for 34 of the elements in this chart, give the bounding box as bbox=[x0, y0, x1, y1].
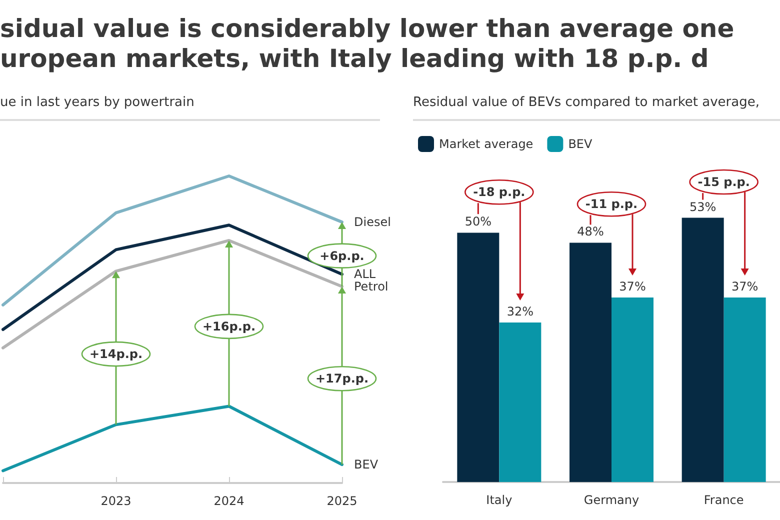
bar bbox=[570, 242, 612, 482]
bar bbox=[457, 232, 500, 482]
x-tick-label: Italy bbox=[486, 493, 512, 507]
text: -18 p.p. bbox=[473, 185, 526, 200]
annotation: +17p.p. bbox=[315, 372, 369, 386]
data-label: 37% bbox=[731, 280, 758, 294]
x-tick-label: France bbox=[704, 493, 744, 507]
bar bbox=[724, 298, 766, 482]
chart-title: sidual value is considerably lower than average one uropean markets, with Italy leading with 18 p.p. d bbox=[0, 14, 736, 74]
data-label: 32% bbox=[506, 304, 534, 318]
data-label: 48% bbox=[577, 224, 604, 239]
x-tick-label: 2023 bbox=[100, 494, 132, 508]
bar bbox=[499, 322, 542, 482]
data-label: 53% bbox=[689, 200, 716, 214]
text: -11 p.p. bbox=[585, 197, 638, 212]
legend-label: BEV bbox=[568, 137, 594, 151]
series-label: Diesel bbox=[354, 215, 391, 230]
bar bbox=[612, 298, 654, 482]
series-label: ALL bbox=[354, 267, 376, 282]
chart-title: Residual value of BEVs compared to market average, bbox=[413, 95, 780, 121]
annotation: +16p.p. bbox=[202, 319, 256, 334]
x-tick-label: Germany bbox=[584, 493, 640, 507]
series-label: BEV bbox=[354, 458, 379, 472]
annotation: +14p.p. bbox=[89, 347, 143, 362]
x-tick-label: 2024 bbox=[214, 494, 244, 508]
series-label: Petrol bbox=[354, 280, 388, 294]
legend-label: Market average bbox=[439, 137, 534, 151]
chart-subtitle: ue in last years by powertrain bbox=[0, 95, 380, 121]
x-tick-label: 2025 bbox=[326, 494, 358, 508]
data-label: 37% bbox=[619, 280, 646, 294]
text: -15 p.p. bbox=[698, 175, 750, 190]
annotation: +6p.p. bbox=[320, 248, 364, 263]
data-label: 50% bbox=[464, 214, 492, 229]
bar bbox=[682, 218, 724, 482]
